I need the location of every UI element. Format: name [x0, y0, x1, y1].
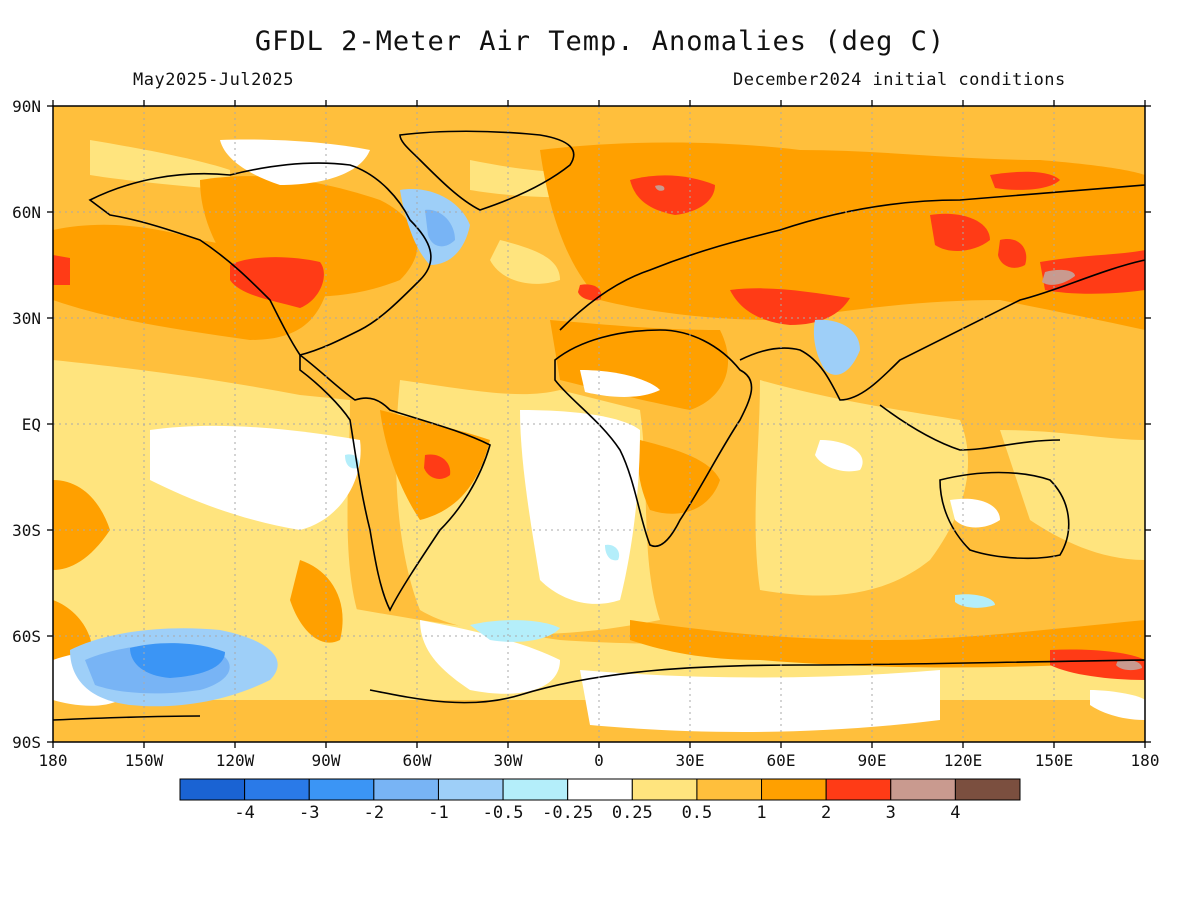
lon-tick-label: 0	[594, 751, 604, 770]
forecast-period: May2025-Jul2025	[133, 70, 295, 90]
hot-regions	[53, 171, 1145, 680]
colorbar-label: -2	[364, 803, 384, 823]
colorbar-swatch	[567, 778, 633, 801]
lon-tick-label: 90E	[858, 751, 887, 770]
lat-tick-label: 30N	[12, 309, 41, 328]
colorbar-swatch	[825, 778, 892, 801]
colorbar-swatch	[502, 778, 569, 801]
lon-tick-label: 180	[1131, 751, 1160, 770]
colorbar-swatch	[761, 778, 827, 801]
colorbar-label: -4	[234, 803, 254, 823]
lon-tick-label: 90W	[312, 751, 341, 770]
colorbar-label: 0.25	[612, 803, 653, 823]
axis-ticks	[47, 100, 1151, 748]
colorbar-label: 4	[950, 803, 960, 823]
lon-tick-label: 150E	[1035, 751, 1074, 770]
colorbar-swatch	[179, 778, 246, 801]
gridlines	[53, 106, 1145, 742]
colorbar-swatch	[696, 778, 763, 801]
lon-tick-label: 180	[39, 751, 68, 770]
colorbar-label: -3	[299, 803, 319, 823]
colorbar-label: 3	[886, 803, 896, 823]
extreme-regions	[655, 185, 1142, 671]
lon-tick-label: 120W	[216, 751, 255, 770]
colorbar-label: 1	[756, 803, 766, 823]
lat-tick-label: EQ	[22, 415, 41, 434]
colorbar: -4 -3 -2 -1 -0.5 -0.25 0.25 0.5 1 2 3 4	[179, 778, 1021, 823]
colorbar-swatch	[373, 778, 439, 801]
colorbar-swatch	[308, 778, 375, 801]
lon-tick-label: 150W	[125, 751, 164, 770]
colorbar-swatch	[890, 778, 956, 801]
colorbar-swatch	[437, 778, 504, 801]
lon-tick-label: 30E	[676, 751, 705, 770]
lat-tick-label: 60S	[12, 627, 41, 646]
anomaly-field	[53, 106, 1145, 742]
colorbar-swatch	[244, 778, 310, 801]
chart-title: GFDL 2-Meter Air Temp. Anomalies (deg C)	[254, 26, 946, 57]
lon-tick-label: 120E	[944, 751, 983, 770]
colorbar-swatch	[631, 778, 698, 801]
colorbar-label: -1	[428, 803, 448, 823]
lat-tick-label: 30S	[12, 521, 41, 540]
lon-tick-label: 30W	[494, 751, 523, 770]
coastlines	[53, 130, 1145, 721]
colorbar-label: -0.5	[483, 803, 524, 823]
longitude-labels: 180 150W 120W 90W 60W 30W 0 30E 60E 90E 120E 150E 18…	[39, 751, 1160, 770]
lat-tick-label: 90N	[12, 97, 41, 116]
colorbar-label: 0.5	[682, 803, 713, 823]
lat-tick-label: 90S	[12, 733, 41, 752]
latitude-labels: 90N 60N 30N EQ 30S 60S 90S	[12, 97, 41, 752]
lat-tick-label: 60N	[12, 203, 41, 222]
colorbar-swatch	[954, 778, 1021, 801]
lon-tick-label: 60W	[403, 751, 432, 770]
colorbar-label: 2	[821, 803, 831, 823]
lon-tick-label: 60E	[767, 751, 796, 770]
colorbar-label: -0.25	[542, 803, 593, 823]
initial-conditions: December2024 initial conditions	[733, 70, 1066, 90]
